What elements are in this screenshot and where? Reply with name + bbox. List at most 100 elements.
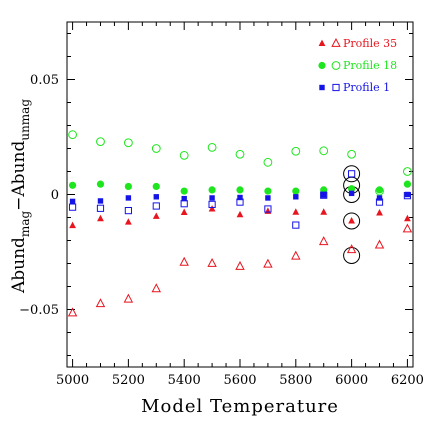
legend-label: Profile 1: [343, 81, 390, 94]
y-tick-label: −0.05: [19, 303, 59, 318]
data-point: [235, 149, 245, 159]
data-point: [375, 186, 384, 196]
y-tick-label: 0.05: [30, 73, 59, 88]
data-point: [403, 167, 412, 176]
data-point: [67, 307, 78, 317]
data-point: [236, 210, 244, 218]
data-point: [293, 194, 299, 200]
data-point: [376, 208, 383, 216]
data-point: [321, 192, 327, 198]
data-point: [181, 195, 187, 202]
data-point: [124, 207, 132, 215]
legend-marker-filled: [318, 39, 326, 47]
data-point: [208, 186, 216, 194]
data-point: [97, 214, 104, 222]
data-point: [404, 191, 411, 198]
data-point: [208, 205, 216, 212]
data-point: [207, 257, 217, 267]
data-point: [152, 182, 160, 191]
data-point: [264, 187, 272, 195]
data-point: [291, 250, 301, 260]
data-point: [180, 208, 188, 215]
legend-marker-filled: [318, 61, 326, 70]
series-profile-1-filled: [69, 190, 411, 205]
data-point: [374, 239, 385, 249]
legend-label: Profile 18: [343, 59, 397, 72]
data-point: [348, 190, 355, 197]
series-profile-18-open: [68, 130, 412, 196]
y-axis-label-sub2: unmag: [18, 99, 32, 141]
data-point: [123, 138, 133, 148]
data-point: [153, 194, 159, 200]
data-point: [348, 217, 356, 224]
y-axis-label: Abundmag−Abundunmag: [9, 99, 32, 294]
data-point: [403, 192, 412, 200]
y-tick-label: 0: [51, 188, 59, 203]
plot-frame: [66, 21, 414, 368]
data-point: [292, 221, 300, 229]
data-point: [69, 198, 76, 205]
legend-marker-open: [331, 37, 341, 47]
legend-item: Profile 35: [318, 37, 397, 50]
data-point: [207, 142, 217, 152]
legend-item: Profile 1: [319, 81, 390, 94]
data-point: [346, 244, 357, 254]
data-point: [235, 260, 245, 270]
x-tick-label: 6000: [335, 373, 368, 388]
data-point: [152, 202, 160, 210]
data-point: [318, 236, 329, 246]
series-profile-18-filled: [68, 180, 412, 195]
data-point: [68, 181, 77, 189]
axis-tick-labels: 5000 5200 5400 5600 5800 6000 6200 −0.05 0 0.05: [19, 73, 424, 388]
series-profile-1-open: [68, 170, 412, 229]
data-point: [291, 146, 301, 156]
data-point: [292, 187, 300, 195]
data-point: [208, 200, 216, 208]
legend-label: Profile 35: [343, 37, 397, 50]
data-point: [237, 194, 243, 201]
data-point: [403, 180, 412, 188]
x-tick-label: 5400: [168, 373, 201, 388]
x-tick-label: 5600: [223, 373, 256, 388]
data-point: [320, 191, 328, 199]
annotation-circle: [343, 246, 361, 264]
x-tick-label: 5800: [279, 373, 312, 388]
data-point: [375, 186, 384, 194]
data-point: [236, 198, 244, 206]
data-point: [319, 146, 329, 156]
legend-marker-open: [332, 83, 340, 92]
data-point: [95, 298, 106, 308]
data-point: [125, 195, 132, 201]
data-point: [151, 144, 161, 153]
legend-marker-filled: [319, 84, 325, 91]
data-point: [179, 256, 189, 266]
data-point: [404, 214, 411, 222]
data-point: [348, 185, 356, 193]
x-tick-label: 6200: [391, 373, 424, 388]
data-point: [69, 221, 76, 229]
data-point: [236, 186, 244, 194]
data-point: [124, 182, 132, 191]
x-tick-label: 5200: [112, 373, 145, 388]
legend-marker-open: [331, 61, 341, 70]
data-point: [264, 205, 272, 213]
annotation-circle: [343, 212, 361, 230]
axis-ticks: [67, 22, 413, 367]
data-points: [67, 130, 413, 317]
annotation-circle: [343, 165, 361, 183]
legend-item: Profile 18: [318, 59, 397, 72]
data-point: [376, 195, 383, 201]
data-point: [96, 180, 105, 188]
data-point: [375, 198, 384, 206]
legend: Profile 35 Profile 18 Profile 1: [318, 37, 397, 94]
data-point: [68, 203, 77, 211]
data-point: [265, 195, 271, 201]
data-point: [263, 258, 273, 268]
data-point: [264, 207, 272, 214]
data-point: [292, 208, 300, 215]
y-axis-label-mid: −Abund: [9, 141, 29, 211]
data-point: [96, 137, 105, 147]
data-point: [180, 200, 188, 208]
x-tick-label: 5000: [56, 373, 89, 388]
